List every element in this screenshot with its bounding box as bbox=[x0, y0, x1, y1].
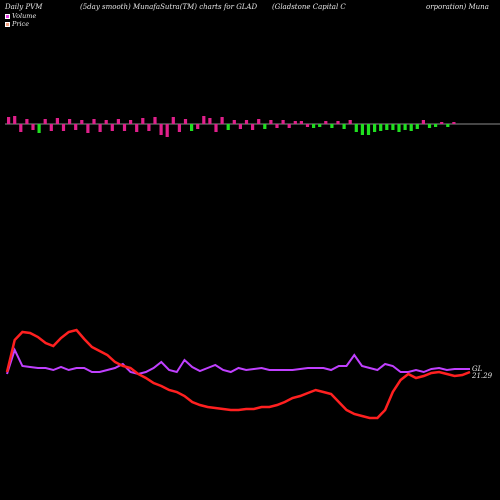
header-col3: (Gladstone Capital C bbox=[272, 3, 346, 11]
volume-bar bbox=[220, 117, 224, 124]
volume-bar bbox=[202, 116, 206, 124]
volume-bar bbox=[135, 124, 139, 132]
volume-bar bbox=[281, 120, 285, 124]
header-col1: Daily PVM bbox=[5, 3, 43, 11]
volume-bar bbox=[196, 124, 200, 129]
legend-label-volume: Volume bbox=[12, 12, 37, 20]
volume-bar bbox=[348, 120, 352, 124]
volume-bar bbox=[330, 124, 334, 128]
legend-item-volume: Volume bbox=[5, 12, 36, 20]
volume-bar bbox=[360, 124, 364, 135]
volume-bar bbox=[342, 124, 346, 129]
volume-bars bbox=[7, 116, 456, 137]
pvm-end-label: GL bbox=[472, 365, 483, 373]
volume-bar bbox=[305, 124, 310, 127]
volume-bar bbox=[98, 124, 102, 132]
volume-bar bbox=[92, 119, 96, 124]
volume-bar bbox=[177, 124, 181, 132]
volume-bar bbox=[129, 120, 133, 124]
volume-bar bbox=[238, 124, 242, 129]
volume-bar bbox=[110, 124, 114, 131]
volume-bar bbox=[385, 124, 389, 130]
volume-bar bbox=[19, 124, 23, 132]
volume-bar bbox=[287, 124, 291, 128]
volume-bar bbox=[25, 119, 29, 124]
volume-bar bbox=[68, 119, 72, 124]
volume-bar bbox=[409, 124, 413, 131]
legend-swatch-volume bbox=[5, 13, 10, 19]
volume-bar bbox=[415, 124, 419, 129]
legend-label-price: Price bbox=[12, 20, 30, 28]
volume-bar bbox=[214, 124, 218, 132]
volume-bar bbox=[232, 120, 236, 124]
volume-bar bbox=[373, 124, 377, 132]
volume-bar bbox=[61, 124, 66, 131]
price-line bbox=[5, 328, 471, 420]
volume-bar bbox=[190, 124, 194, 131]
volume-bar bbox=[312, 124, 316, 128]
volume-bar bbox=[80, 120, 84, 124]
volume-bar bbox=[153, 117, 157, 124]
volume-bar bbox=[446, 124, 450, 127]
legend-item-price: Price bbox=[5, 20, 36, 28]
volume-bar bbox=[7, 117, 11, 124]
volume-bar bbox=[318, 124, 322, 127]
header-col2: (5day smooth) MunafaSutra(TM) charts for… bbox=[80, 3, 258, 11]
volume-bar bbox=[293, 121, 297, 124]
price-end-label: 21.29 bbox=[471, 372, 493, 380]
volume-bar bbox=[397, 124, 401, 132]
volume-bar bbox=[434, 124, 438, 127]
volume-bar bbox=[299, 121, 303, 124]
volume-bar bbox=[354, 124, 358, 132]
volume-bar bbox=[43, 119, 47, 124]
volume-bar bbox=[391, 124, 395, 130]
volume-bar bbox=[141, 118, 145, 124]
volume-bar bbox=[324, 121, 328, 124]
volume-bar bbox=[427, 124, 432, 128]
legend: Volume Price bbox=[5, 12, 36, 28]
volume-bar bbox=[37, 124, 41, 133]
volume-bar bbox=[183, 119, 188, 124]
volume-bar bbox=[147, 124, 151, 131]
volume-bar bbox=[116, 119, 120, 124]
volume-bar bbox=[104, 120, 108, 124]
volume-bar bbox=[366, 124, 371, 135]
volume-bar bbox=[86, 124, 90, 133]
volume-bar bbox=[421, 120, 425, 124]
volume-bar bbox=[74, 124, 78, 130]
volume-bar bbox=[336, 121, 340, 124]
header-col4: orporation) Muna bbox=[426, 3, 489, 11]
volume-bar bbox=[269, 120, 273, 124]
volume-bar bbox=[257, 119, 261, 124]
legend-swatch-price bbox=[5, 21, 10, 27]
volume-bar bbox=[226, 124, 230, 130]
volume-bar bbox=[122, 124, 127, 131]
volume-bar bbox=[244, 120, 249, 124]
volume-bar bbox=[165, 124, 169, 137]
volume-bar bbox=[171, 117, 175, 124]
volume-bar bbox=[263, 124, 267, 129]
volume-bar bbox=[403, 124, 407, 130]
volume-bar bbox=[49, 124, 53, 131]
volume-bar bbox=[13, 116, 17, 124]
volume-bar bbox=[31, 124, 35, 130]
volume-bar bbox=[379, 124, 383, 131]
volume-bar bbox=[440, 122, 444, 124]
volume-bar bbox=[55, 118, 59, 124]
pvm-line bbox=[6, 347, 470, 376]
volume-bar bbox=[208, 118, 212, 124]
volume-bar bbox=[452, 122, 456, 124]
volume-bar bbox=[159, 124, 163, 135]
volume-bar bbox=[251, 124, 255, 130]
volume-bar bbox=[275, 124, 279, 128]
